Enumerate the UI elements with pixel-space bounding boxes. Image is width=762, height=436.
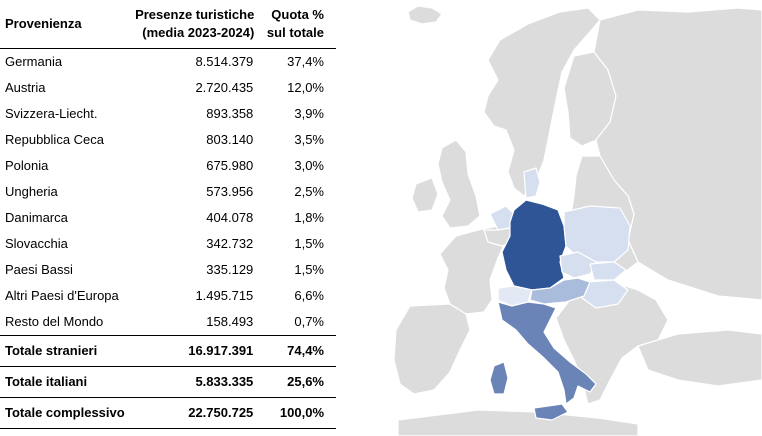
quota-cell: 3,5% [294, 131, 324, 147]
table-row: Slovacchia 342.732 1,5% [0, 231, 336, 257]
presenze-cell: 573.956 [206, 183, 254, 199]
country-cell: Slovacchia [5, 235, 68, 251]
table-row: Danimarca 404.078 1,8% [0, 205, 336, 231]
total-label: Totale stranieri [0, 334, 129, 367]
map-denmark [523, 167, 541, 199]
header-presenze: Presenze turistiche (media 2023-2024) [128, 0, 263, 49]
quota-cell: 3,0% [294, 157, 324, 173]
table-row: Svizzera-Liecht. 893.358 3,9% [0, 101, 336, 127]
map-austria [529, 277, 591, 305]
map-iceland [407, 5, 443, 25]
quota-cell: 1,8% [294, 209, 324, 225]
europe-choropleth-map [393, 5, 762, 436]
map-ireland [411, 177, 439, 213]
total-row-stranieri: Totale stranieri 16.917.391 74,4% [0, 334, 336, 367]
tourism-table: Provenienza Presenze turistiche (media 20… [0, 0, 336, 429]
presenze-cell: 675.980 [206, 157, 254, 173]
country-cell: Altri Paesi d'Europa [5, 287, 119, 303]
total-quota: 25,6% [262, 366, 336, 398]
quota-cell: 12,0% [287, 79, 324, 95]
tourism-table-container: Provenienza Presenze turistiche (media 20… [0, 0, 336, 429]
map-hungary [581, 279, 629, 309]
map-sicily [533, 403, 569, 421]
country-cell: Danimarca [5, 209, 68, 225]
quota-cell: 2,5% [294, 183, 324, 199]
table-row: Resto del Mondo 158.493 0,7% [0, 309, 336, 336]
map-germany [501, 199, 567, 291]
map-scandinavia [483, 7, 601, 197]
total-label: Totale complessivo [0, 397, 129, 429]
quota-cell: 37,4% [287, 53, 324, 69]
table-row: Polonia 675.980 3,0% [0, 153, 336, 179]
map-iberia [393, 303, 471, 395]
quota-cell: 1,5% [294, 235, 324, 251]
header-quota: Quota % sul totale [262, 0, 336, 49]
presenze-cell: 158.493 [206, 313, 254, 329]
total-row-italiani: Totale italiani 5.833.335 25,6% [0, 366, 336, 398]
country-cell: Resto del Mondo [5, 313, 104, 329]
map-north-africa [397, 409, 639, 436]
presenze-cell: 342.732 [206, 235, 254, 251]
table-row: Ungheria 573.956 2,5% [0, 179, 336, 205]
quota-cell: 0,7% [294, 313, 324, 329]
country-cell: Repubblica Ceca [5, 131, 105, 147]
table-row: Altri Paesi d'Europa 1.495.715 6,6% [0, 283, 336, 309]
presenze-cell: 404.078 [206, 209, 254, 225]
quota-cell: 6,6% [294, 287, 324, 303]
country-cell: Paesi Bassi [5, 261, 73, 277]
country-cell: Austria [5, 79, 46, 95]
country-cell: Svizzera-Liecht. [5, 105, 98, 121]
presenze-cell: 803.140 [206, 131, 254, 147]
header-provenienza: Provenienza [0, 0, 129, 49]
map-italy [497, 301, 597, 405]
table-header-row: Provenienza Presenze turistiche (media 20… [0, 0, 336, 49]
quota-cell: 1,5% [294, 261, 324, 277]
country-cell: Polonia [5, 157, 49, 173]
country-cell: Ungheria [5, 183, 58, 199]
map-slovakia [589, 261, 627, 281]
quota-cell: 3,9% [294, 105, 324, 121]
total-quota: 74,4% [262, 334, 336, 367]
country-cell: Germania [5, 53, 63, 69]
presenze-cell: 1.495.715 [195, 287, 254, 303]
total-row-complessivo: Totale complessivo 22.750.725 100,0% [0, 397, 336, 429]
table-row: Austria 2.720.435 12,0% [0, 75, 336, 101]
total-presenze: 16.917.391 [128, 334, 263, 367]
map-uk [437, 139, 481, 229]
map-sardinia [489, 361, 509, 395]
presenze-cell: 8.514.379 [195, 53, 254, 69]
total-presenze: 5.833.335 [128, 366, 263, 398]
total-quota: 100,0% [262, 397, 336, 429]
map-czechia [559, 251, 597, 279]
table-row: Repubblica Ceca 803.140 3,5% [0, 127, 336, 153]
table-row: Paesi Bassi 335.129 1,5% [0, 257, 336, 283]
presenze-cell: 335.129 [206, 261, 254, 277]
table-row: Germania 8.514.379 37,4% [0, 48, 336, 75]
presenze-cell: 2.720.435 [195, 79, 254, 95]
presenze-cell: 893.358 [206, 105, 254, 121]
total-label: Totale italiani [0, 366, 129, 398]
total-presenze: 22.750.725 [128, 397, 263, 429]
map-turkey [637, 329, 762, 387]
